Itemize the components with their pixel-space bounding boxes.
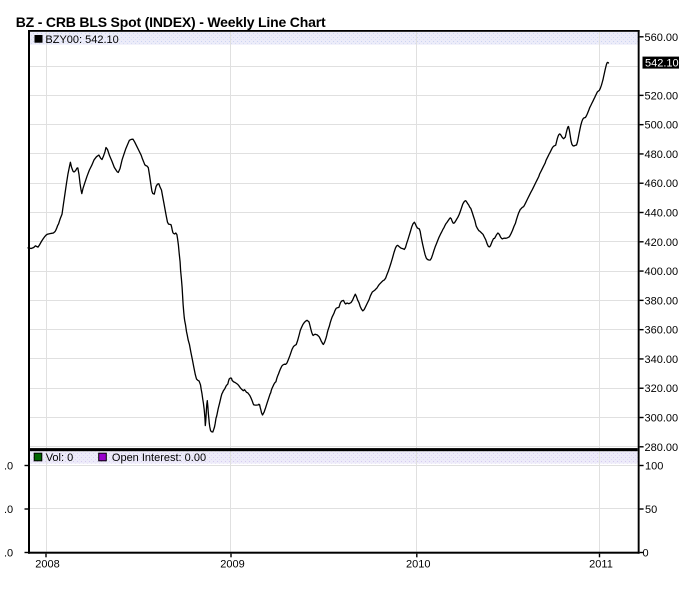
svg-text:Vol: 0: Vol: 0 [46,452,74,464]
svg-text:2009: 2009 [220,559,244,571]
svg-text:542.10: 542.10 [645,57,679,69]
svg-text:460.00: 460.00 [645,178,679,190]
svg-text:2008: 2008 [35,559,59,571]
svg-text:2011: 2011 [589,559,613,571]
svg-text:400.00: 400.00 [645,266,679,278]
svg-text:300.00: 300.00 [645,413,679,425]
svg-text:0: 0 [643,548,649,560]
svg-text:BZY00: 542.10: BZY00: 542.10 [45,34,118,46]
svg-text:320.00: 320.00 [645,383,679,395]
svg-text:440.00: 440.00 [645,208,679,220]
svg-text:360.00: 360.00 [645,325,679,337]
svg-text:560.00: 560.00 [645,32,679,44]
svg-text:380.00: 380.00 [645,295,679,307]
svg-text:480.00: 480.00 [645,149,679,161]
svg-text:280.00: 280.00 [645,442,679,454]
svg-text:2010: 2010 [406,559,430,571]
svg-text:Open Interest: 0.00: Open Interest: 0.00 [112,452,206,464]
svg-text:50: 50 [645,504,657,516]
svg-text:340.00: 340.00 [645,354,679,366]
svg-text:100: 100 [645,461,663,473]
svg-text:.0: .0 [4,504,13,516]
svg-text:500.00: 500.00 [645,120,679,132]
svg-text:520.00: 520.00 [645,90,679,102]
svg-text:.0: .0 [4,548,13,560]
svg-text:420.00: 420.00 [645,237,679,249]
svg-text:.0: .0 [4,461,13,473]
